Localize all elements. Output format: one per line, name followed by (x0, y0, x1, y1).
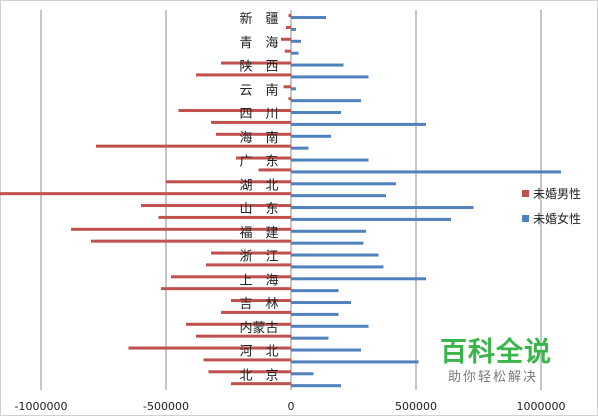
category-label: 福 建 (239, 226, 278, 241)
bar-unmarried-female (291, 277, 426, 281)
bar-unmarried-male (288, 14, 291, 18)
grid (40, 10, 542, 390)
category-label: 湖 北 (239, 178, 278, 193)
bar-unmarried-male (284, 49, 291, 53)
bar-unmarried-male (281, 37, 291, 41)
bars (0, 14, 561, 388)
category-labels: 新 疆青 海陕 西云 南四 川海 南广 东湖 北山 东福 建浙 江上 海吉 林内… (239, 11, 278, 383)
bar-unmarried-male (231, 382, 291, 386)
x-tick-label: 1000000 (517, 400, 566, 413)
bar-unmarried-female (291, 384, 341, 388)
bar-unmarried-female (291, 158, 369, 162)
bar-unmarried-male (211, 251, 291, 255)
bar-unmarried-male (236, 156, 291, 160)
bar-unmarried-male (128, 346, 291, 350)
bar-unmarried-male (186, 322, 291, 326)
category-label: 青 海 (239, 36, 278, 51)
bar-unmarried-male (166, 180, 291, 184)
bar-unmarried-female (291, 170, 561, 174)
category-label: 北 京 (239, 368, 278, 383)
bar-unmarried-male (96, 144, 291, 148)
x-tick-label: 500000 (395, 400, 437, 413)
bar-unmarried-female (291, 289, 339, 293)
bar-unmarried-male (221, 61, 291, 65)
watermark-slogan: 助你轻松解决 (448, 370, 539, 385)
category-label: 四 川 (239, 107, 278, 122)
legend: 未婚男性 未婚女性 (522, 187, 581, 226)
bar-unmarried-female (291, 241, 364, 245)
legend-label-unmarried-male: 未婚男性 (533, 187, 581, 201)
legend-swatch-unmarried-female (522, 215, 529, 222)
bar-unmarried-female (291, 229, 366, 233)
bar-unmarried-male (141, 204, 291, 208)
bar-unmarried-male (283, 85, 291, 89)
bar-unmarried-female (291, 75, 369, 79)
bar-unmarried-male (216, 132, 291, 136)
bar-unmarried-male (208, 370, 291, 374)
bar-unmarried-female (291, 182, 396, 186)
bar-unmarried-male (91, 239, 291, 243)
bar-unmarried-female (291, 51, 299, 55)
bar-unmarried-female (291, 372, 314, 376)
bar-unmarried-male (258, 168, 291, 172)
bar-unmarried-female (291, 360, 419, 364)
category-label: 内蒙古 (239, 320, 278, 336)
bar-unmarried-female (291, 217, 451, 221)
bar-unmarried-female (291, 348, 361, 352)
bar-unmarried-female (291, 111, 341, 115)
category-label: 浙 江 (239, 250, 278, 265)
bar-unmarried-female (291, 253, 379, 257)
bar-unmarried-male (71, 227, 291, 231)
category-label: 云 南 (239, 82, 278, 98)
bar-unmarried-female (291, 99, 361, 103)
category-label: 上 海 (239, 273, 278, 288)
bar-unmarried-female (291, 194, 386, 198)
category-label: 山 东 (239, 202, 278, 217)
category-label: 新 疆 (239, 11, 278, 27)
category-label: 吉 林 (239, 297, 278, 312)
bar-unmarried-female (291, 336, 329, 340)
bar-unmarried-female (291, 122, 426, 126)
category-label: 陕 西 (239, 60, 278, 75)
bar-unmarried-male (286, 25, 291, 29)
bar-unmarried-female (291, 265, 384, 269)
x-tick-labels: -2000000-1500000-1000000-500000050000010… (15, 400, 566, 413)
bar-unmarried-male (196, 73, 291, 77)
bar-unmarried-female (291, 312, 339, 316)
bar-unmarried-male (288, 97, 291, 101)
bar-unmarried-female (291, 63, 344, 67)
bar-unmarried-female (291, 87, 296, 91)
bar-unmarried-male (0, 192, 291, 196)
bar-unmarried-male (161, 287, 291, 291)
bar-unmarried-male (178, 109, 291, 113)
x-tick-label: -500000 (143, 400, 189, 413)
watermark-logo-text: 百科全说 (440, 337, 552, 368)
bar-unmarried-male (221, 310, 291, 314)
bar-unmarried-female (291, 134, 331, 138)
bar-unmarried-male (231, 299, 291, 303)
bar-unmarried-female (291, 146, 309, 150)
category-label: 海 南 (239, 130, 278, 146)
category-label: 河 北 (239, 345, 278, 360)
x-tick-label: 0 (288, 400, 295, 413)
bar-unmarried-female (291, 39, 301, 43)
bar-unmarried-male (211, 120, 291, 124)
bar-unmarried-male (158, 215, 291, 219)
bar-unmarried-female (291, 324, 369, 328)
category-label: 广 东 (239, 155, 278, 170)
bar-unmarried-female (291, 206, 474, 210)
bar-unmarried-male (206, 263, 291, 267)
bar-unmarried-male (196, 334, 291, 338)
bar-unmarried-female (291, 27, 296, 31)
bar-unmarried-male (203, 358, 291, 362)
bar-unmarried-female (291, 301, 351, 305)
x-tick-label: -1000000 (15, 400, 68, 413)
legend-label-unmarried-female: 未婚女性 (533, 211, 581, 226)
bar-unmarried-female (291, 16, 326, 20)
legend-swatch-unmarried-male (522, 190, 529, 197)
bar-unmarried-male (171, 275, 291, 279)
